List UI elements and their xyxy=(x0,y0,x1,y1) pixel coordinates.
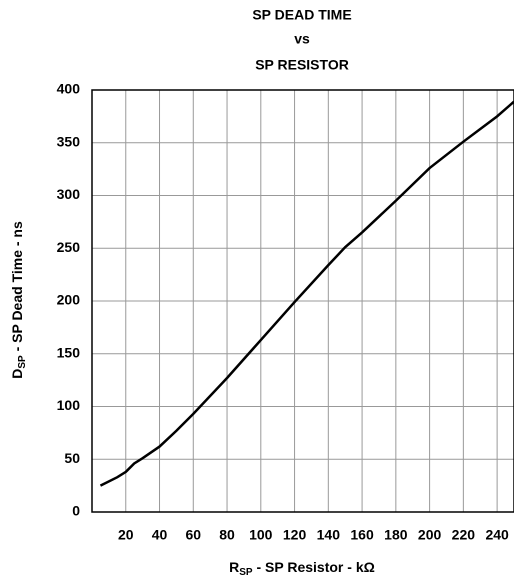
y-label-rest: - SP Dead Time - ns xyxy=(9,221,25,355)
y-tick-label: 400 xyxy=(57,81,81,97)
y-tick-label: 100 xyxy=(57,397,81,413)
chart-title: vs xyxy=(294,31,310,47)
y-label-main: D xyxy=(9,369,25,379)
x-label-sub: SP xyxy=(239,567,253,578)
x-tick-label: 60 xyxy=(185,527,201,543)
chart-title: SP DEAD TIME xyxy=(252,7,351,23)
data-line xyxy=(99,100,514,487)
x-tick-label: 200 xyxy=(418,527,442,543)
y-tick-label: 50 xyxy=(64,450,80,466)
plot-frame xyxy=(91,89,514,513)
x-axis-label: RSP - SP Resistor - kΩ xyxy=(229,559,375,578)
y-label-sub: SP xyxy=(17,355,28,369)
x-tick-label: 240 xyxy=(485,527,509,543)
y-tick-label: 0 xyxy=(72,503,80,519)
y-axis-label: DSP - SP Dead Time - ns xyxy=(9,221,28,379)
x-tick-label: 80 xyxy=(219,527,235,543)
y-tick-label: 250 xyxy=(57,239,81,255)
x-tick-label: 220 xyxy=(452,527,476,543)
x-tick-label: 180 xyxy=(384,527,408,543)
x-tick-label: 40 xyxy=(152,527,168,543)
x-tick-label: 120 xyxy=(283,527,307,543)
y-tick-label: 350 xyxy=(57,133,81,149)
x-tick-label: 160 xyxy=(350,527,374,543)
x-label-main: R xyxy=(229,559,239,575)
chart-title: SP RESISTOR xyxy=(255,57,349,73)
y-tick-label: 200 xyxy=(57,292,81,308)
y-tick-label: 300 xyxy=(57,186,81,202)
y-tick-label: 150 xyxy=(57,344,81,360)
x-tick-label: 140 xyxy=(317,527,341,543)
x-tick-label: 100 xyxy=(249,527,273,543)
x-label-rest: - SP Resistor - kΩ xyxy=(253,559,375,575)
x-tick-label: 20 xyxy=(118,527,134,543)
